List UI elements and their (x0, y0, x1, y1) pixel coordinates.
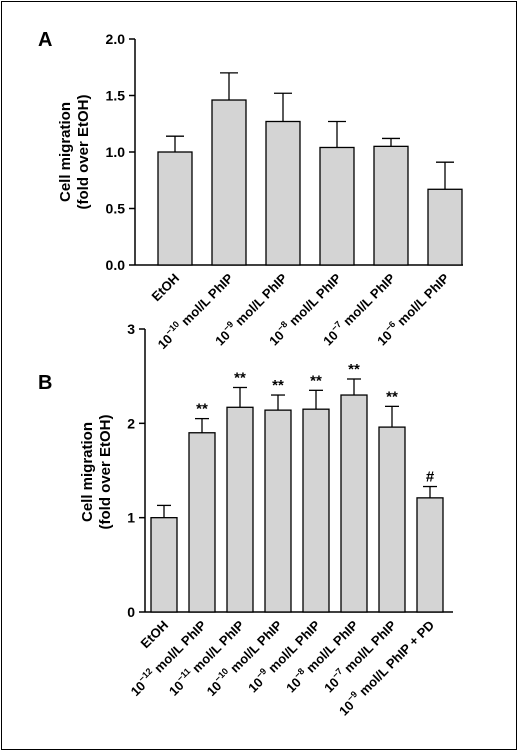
panel-a-ytick-label: 1.0 (106, 144, 126, 160)
panel-a-bar (427, 188, 463, 266)
panel-a-ytick-label: 2.0 (106, 31, 126, 47)
panel-b-bar (188, 432, 216, 613)
panel-a-bar (319, 146, 355, 266)
panel-b-ytick-label: 2 (127, 415, 135, 431)
panel-a-ylabel-line2: (fold over EtOH) (75, 94, 92, 209)
panel-b-label: B (38, 372, 52, 394)
panel-b-significance-label: ** (272, 377, 284, 394)
panel-b-bar (302, 408, 330, 613)
panel-b-significance-label: ** (234, 369, 246, 386)
panel-b-bar (226, 406, 254, 613)
panel-a-category-label: EtOH (149, 271, 183, 305)
panel-b-category-label: EtOH (138, 618, 172, 652)
panel-a-label: A (38, 29, 52, 51)
panel-a-bar (265, 120, 301, 266)
panel-b-bar (416, 497, 444, 613)
panel-b-ylabel-line1: Cell migration (79, 422, 96, 522)
panel-b-bar (378, 426, 406, 613)
panel-a-bar (373, 145, 409, 266)
panel-a-ytick-label: 1.5 (106, 88, 126, 104)
panel-b-ytick-label: 0 (127, 604, 135, 620)
panel-b-significance-label: # (426, 469, 435, 486)
panel-b-significance-label: ** (348, 361, 360, 378)
panel-a-ytick-label: 0.5 (106, 201, 126, 217)
panel-b-bar (264, 409, 292, 613)
panel-b-ytick-label: 3 (127, 321, 135, 337)
panel-b-bar (150, 517, 178, 613)
panel-a-ylabel-line1: Cell migration (57, 102, 74, 202)
panel-a-ytick-label: 0.0 (106, 257, 126, 273)
panel-b-significance-label: ** (310, 372, 322, 389)
panel-a-bar (157, 151, 193, 266)
panel-b-bar (340, 394, 368, 613)
panel-b-ylabel-line2: (fold over EtOH) (97, 414, 114, 529)
panel-a-bar (211, 99, 247, 266)
panel-b-significance-label: ** (196, 401, 208, 418)
panel-b-significance-label: ** (386, 388, 398, 405)
panel-b-ytick-label: 1 (127, 510, 135, 526)
